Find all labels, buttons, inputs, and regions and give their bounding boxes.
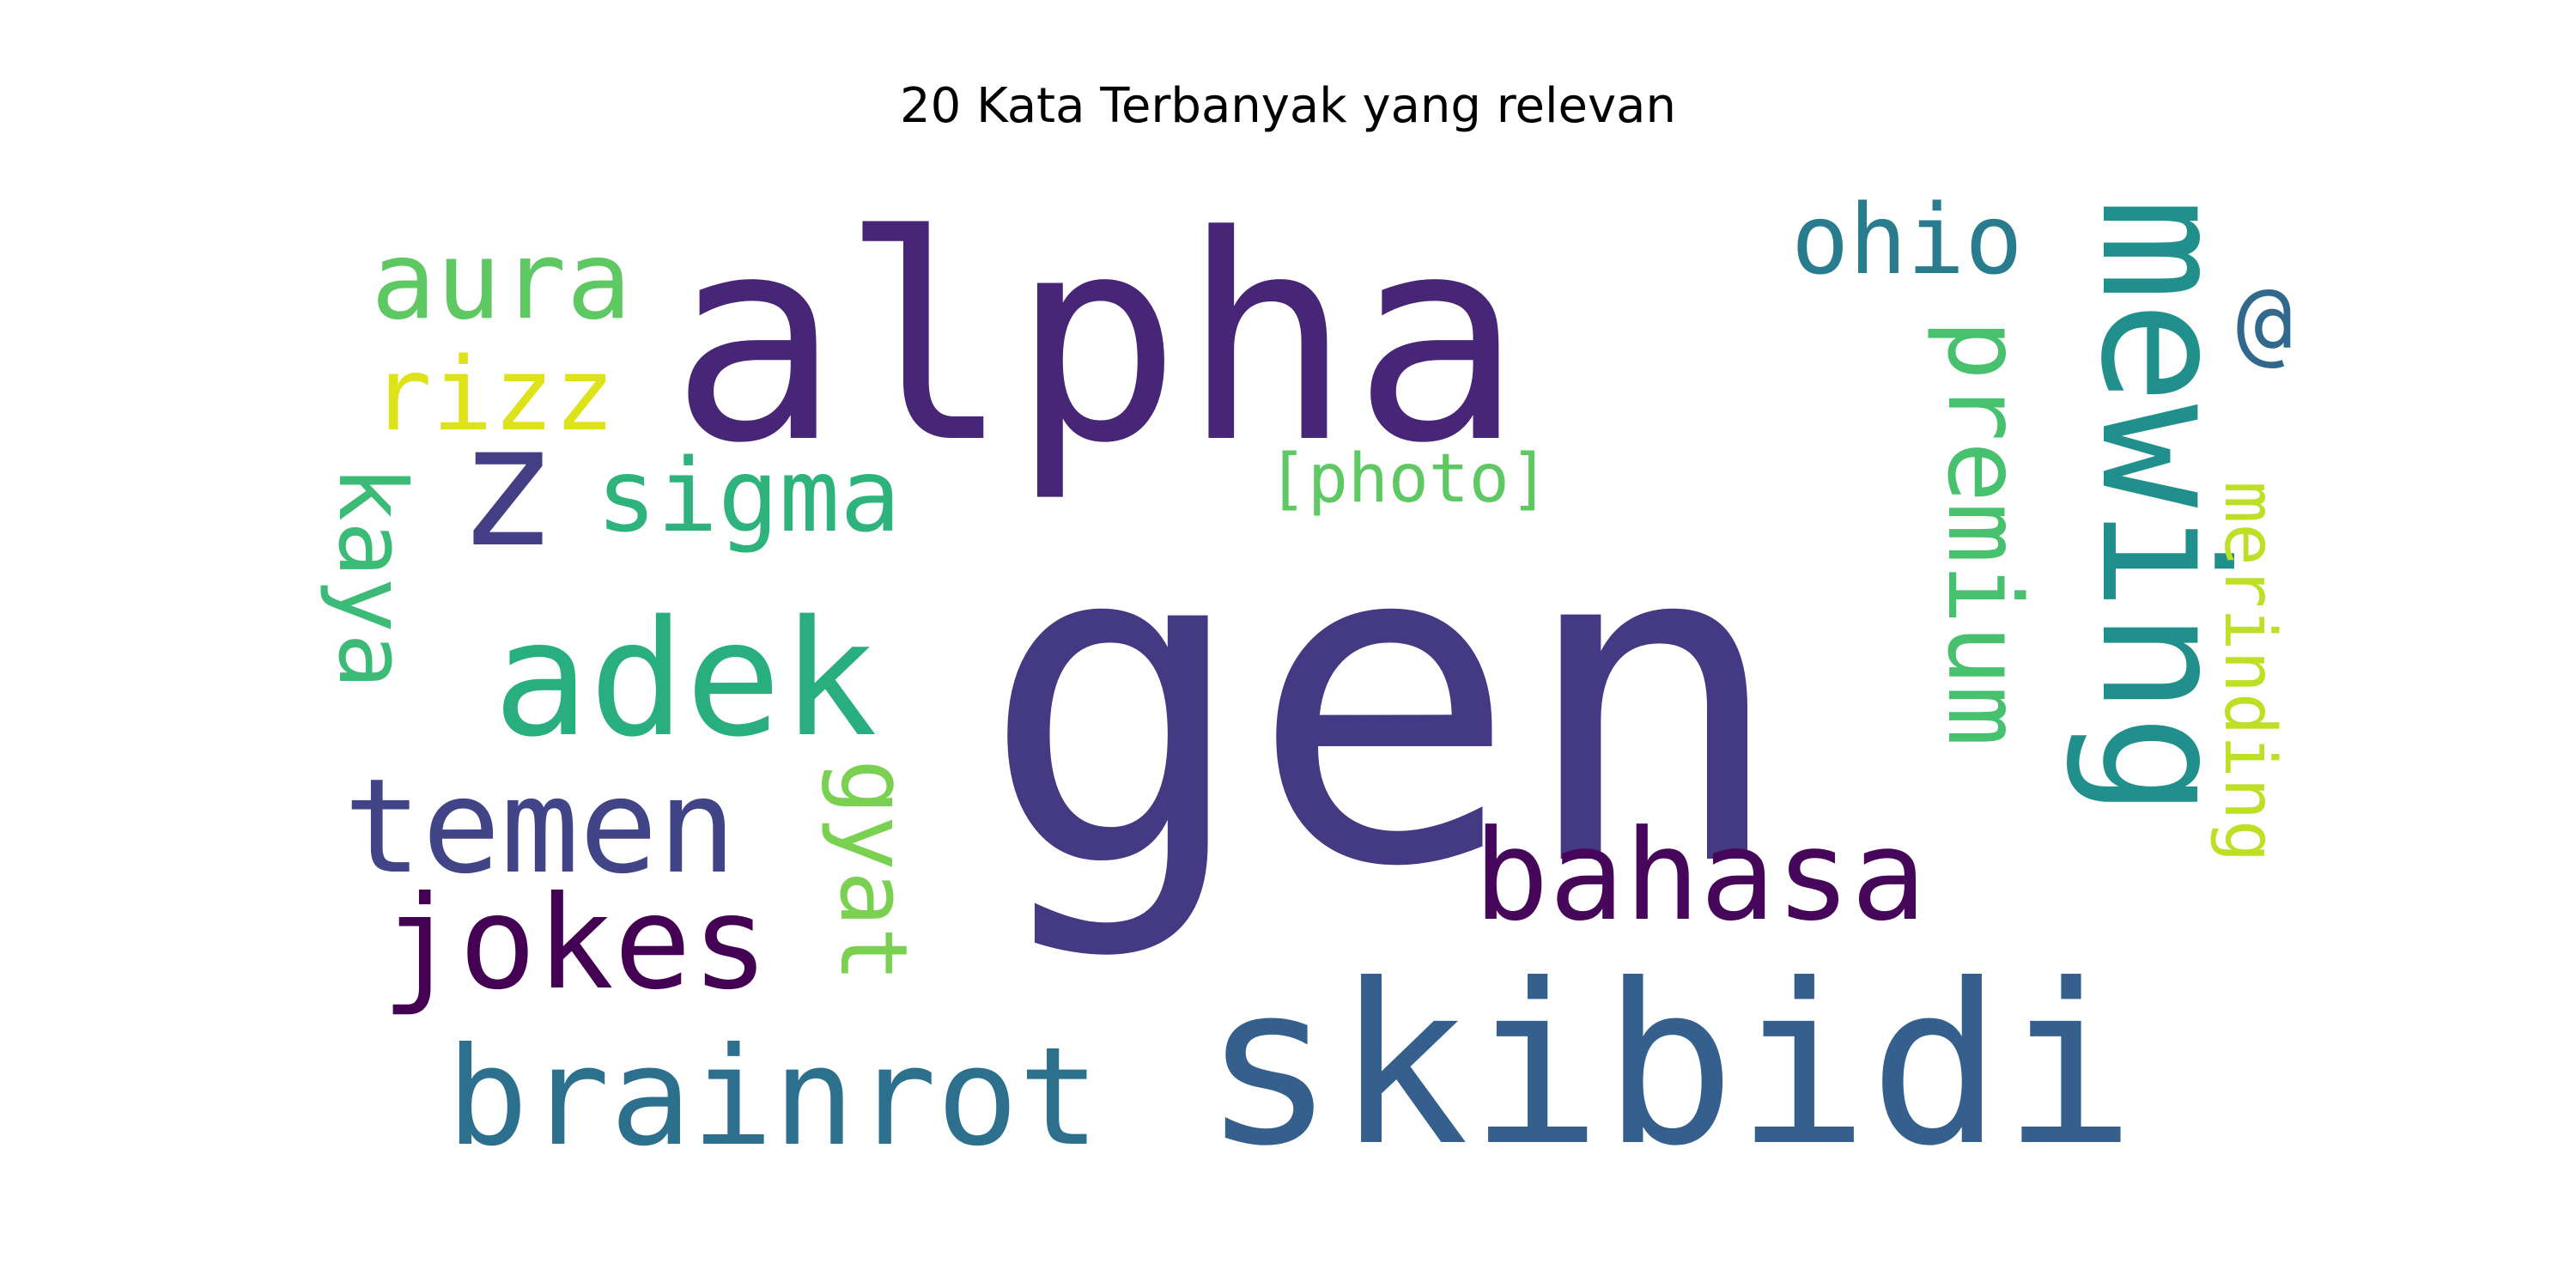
word-photo: [photo] [1267, 440, 1550, 518]
word-adek: adek [493, 586, 878, 772]
word-gyat: gyat [819, 759, 927, 982]
word-brainrot: brainrot [447, 1018, 1100, 1176]
word-merinding: merinding [2208, 481, 2290, 862]
word-z: z [457, 389, 558, 585]
word-skibidi: skibidi [1202, 937, 2136, 1194]
chart-title: 20 Kata Terbanyak yang relevan [900, 78, 1676, 134]
word-alpha: alpha [670, 175, 1522, 505]
word-mewing: mewing [2063, 197, 2263, 817]
word-gen: gen [981, 444, 1787, 964]
word-premium: premium [1925, 319, 2044, 746]
word-temen: temen [343, 750, 737, 902]
word-aura: aura [371, 217, 631, 343]
word-at: @ [2236, 266, 2293, 376]
word-ohio: ohio [1791, 185, 2023, 296]
word-bahasa: bahasa [1473, 803, 1926, 949]
word-sigma: sigma [596, 436, 901, 555]
word-rizz: rizz [371, 335, 615, 453]
word-jokes: jokes [381, 869, 769, 1018]
word-kaya: kaya [318, 465, 425, 689]
